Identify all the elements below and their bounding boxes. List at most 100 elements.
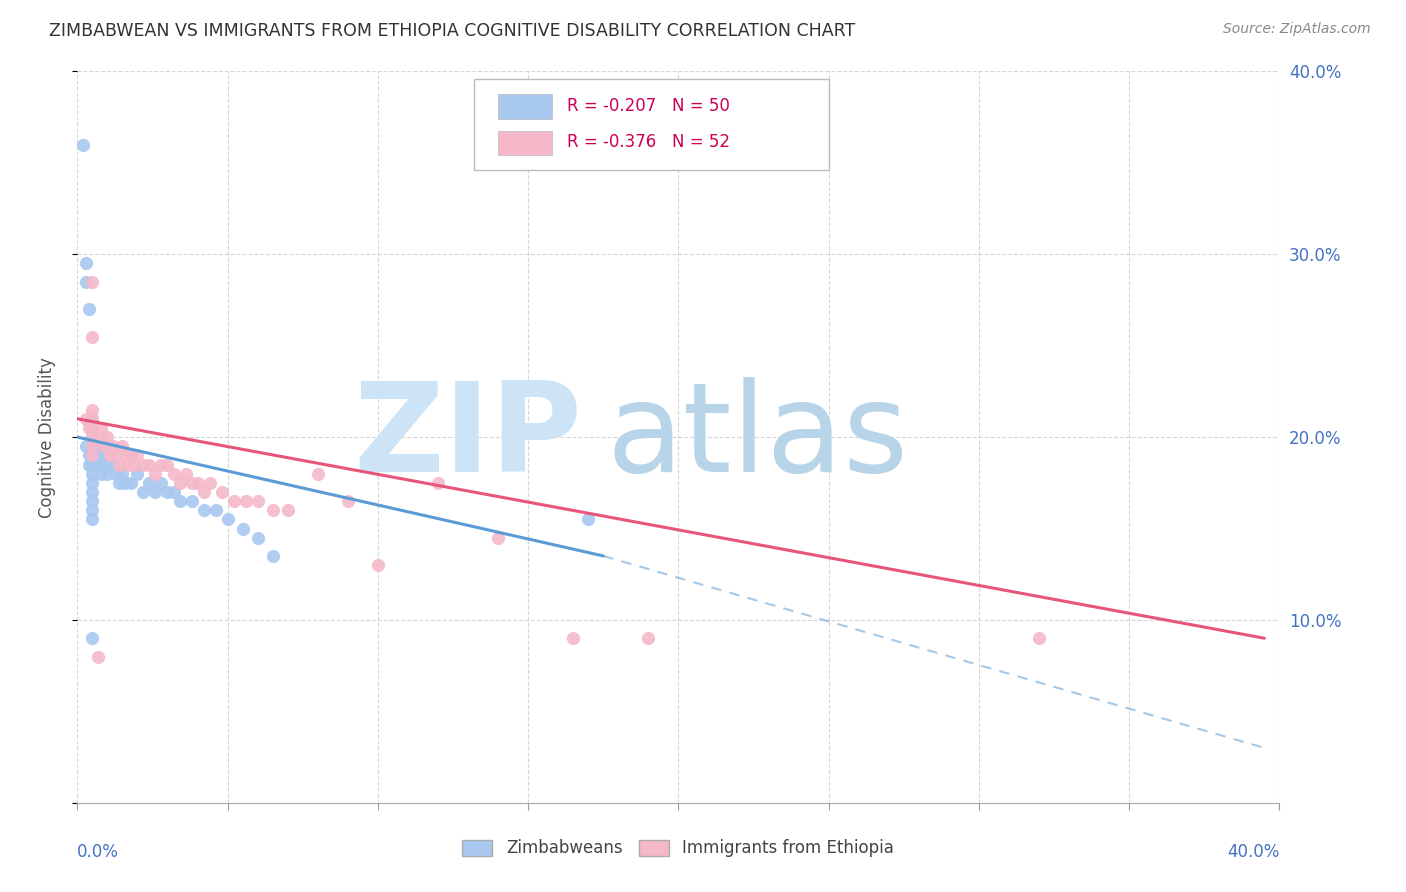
Point [124,458,146,472]
Point [82,421,104,435]
Point [75,412,97,426]
Point [79,421,101,435]
Point [132,485,155,500]
Point [90,430,112,444]
Point [82,485,104,500]
Point [87,649,110,664]
Point [75,256,97,270]
Point [169,475,191,490]
Point [180,475,202,490]
Point [367,558,389,573]
Point [1028,632,1050,646]
Point [82,329,104,343]
Point [211,485,233,500]
Point [96,458,118,472]
Point [82,467,104,481]
Point [138,475,160,490]
Point [87,449,110,463]
Point [82,458,104,472]
Point [82,503,104,517]
Point [82,275,104,289]
Point [103,458,125,472]
Point [156,458,179,472]
Point [145,467,167,481]
Point [262,549,284,563]
Point [246,531,269,545]
Point [82,632,104,646]
FancyBboxPatch shape [474,78,828,170]
Point [105,449,128,463]
Point [82,512,104,526]
Point [82,494,104,508]
Point [114,475,136,490]
Point [187,475,209,490]
Point [180,494,202,508]
Point [96,467,118,481]
Point [232,521,254,535]
Point [100,449,122,463]
Point [79,449,101,463]
Point [82,421,104,435]
Point [82,475,104,490]
Point [82,412,104,426]
Point [108,475,131,490]
Text: 40.0%: 40.0% [1227,843,1279,861]
Point [96,430,118,444]
Text: ZIMBABWEAN VS IMMIGRANTS FROM ETHIOPIA COGNITIVE DISABILITY CORRELATION CHART: ZIMBABWEAN VS IMMIGRANTS FROM ETHIOPIA C… [49,22,855,40]
Point [127,449,149,463]
Point [427,475,450,490]
Point [105,467,128,481]
Legend: Zimbabweans, Immigrants from Ethiopia: Zimbabweans, Immigrants from Ethiopia [456,832,901,864]
Bar [498,130,553,155]
Point [114,449,136,463]
Point [132,458,155,472]
Point [111,467,134,481]
Point [90,421,112,435]
Point [150,475,173,490]
Point [82,430,104,444]
Point [138,458,160,472]
Point [127,467,149,481]
Point [145,485,167,500]
Point [262,503,284,517]
Point [96,439,118,453]
Point [162,467,184,481]
Point [72,137,94,152]
Point [637,632,659,646]
Point [75,439,97,453]
Point [111,439,134,453]
Point [103,439,125,453]
Point [174,467,197,481]
Text: ZIP: ZIP [353,376,582,498]
Point [193,503,215,517]
Point [117,458,139,472]
Bar [498,94,553,119]
Point [217,512,239,526]
Point [82,412,104,426]
Point [120,449,142,463]
Point [84,439,107,453]
Point [235,494,257,508]
Point [82,439,104,453]
Point [120,475,142,490]
Point [90,449,112,463]
Point [169,494,191,508]
Point [193,485,215,500]
Point [75,275,97,289]
Y-axis label: Cognitive Disability: Cognitive Disability [38,357,56,517]
Text: Source: ZipAtlas.com: Source: ZipAtlas.com [1223,22,1371,37]
Text: 0.0%: 0.0% [77,843,120,861]
Point [277,503,299,517]
Point [82,430,104,444]
Text: R = -0.207   N = 50: R = -0.207 N = 50 [567,96,730,115]
Point [204,503,226,517]
Point [82,449,104,463]
Point [93,458,115,472]
Point [82,439,104,453]
Point [150,458,173,472]
Text: atlas: atlas [606,376,908,498]
Point [562,632,585,646]
Point [576,512,599,526]
Point [156,485,179,500]
Point [222,494,245,508]
